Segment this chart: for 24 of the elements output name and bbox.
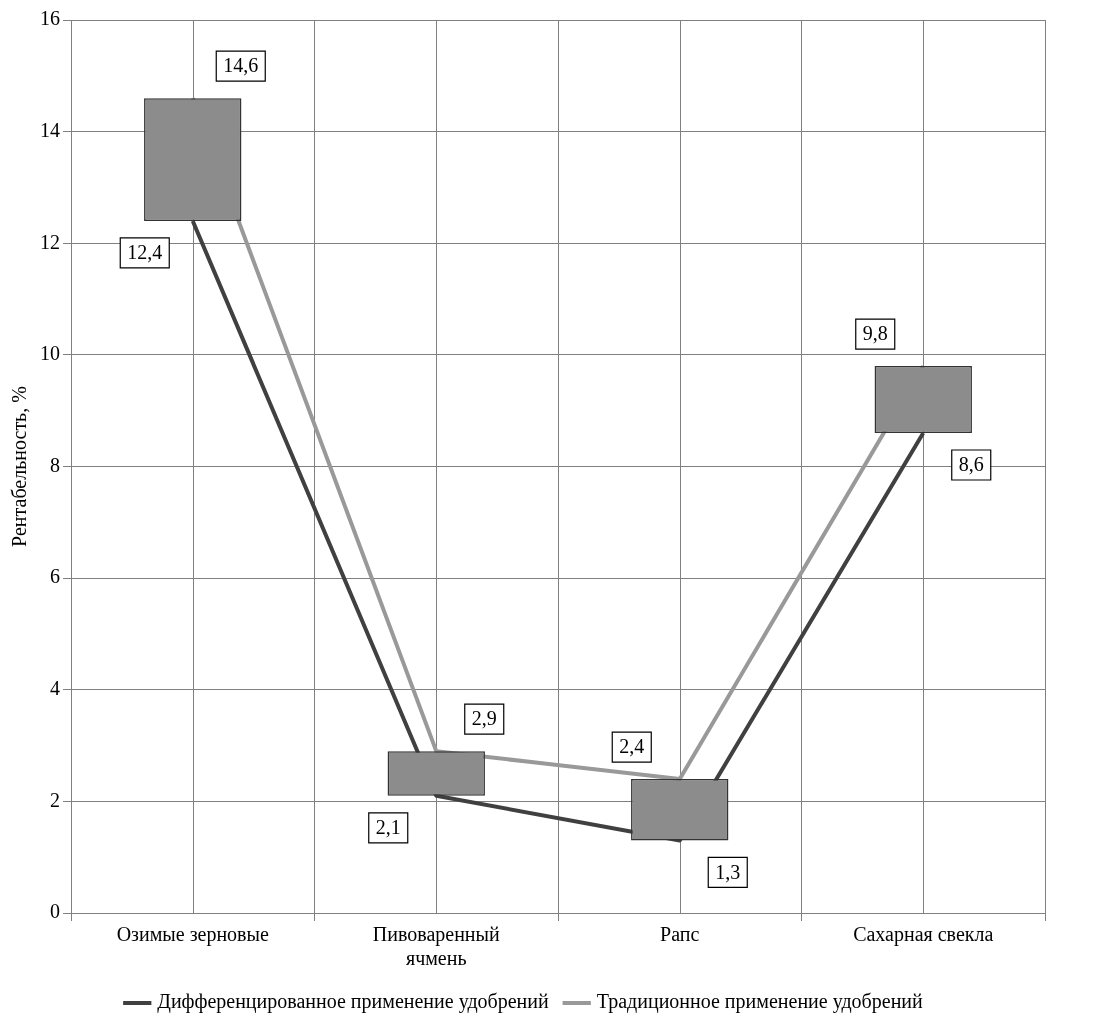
y-tick-label: 0	[50, 900, 60, 923]
data-label: 2,9	[471, 707, 497, 730]
y-tick-label: 14	[40, 118, 60, 141]
data-label: 2,4	[619, 735, 645, 758]
legend-label: Традиционное применение удобрений	[596, 990, 924, 1014]
data-label: 1,3	[715, 860, 741, 883]
y-tick-label: 6	[50, 565, 60, 588]
x-tick-label: Рапс	[660, 923, 700, 946]
data-label: 12,4	[127, 241, 163, 264]
x-tick-label: Озимые зерновые	[116, 923, 269, 947]
data-label: 2,1	[375, 816, 401, 839]
data-label: 9,8	[862, 322, 888, 345]
y-tick-label: 2	[50, 788, 60, 811]
data-label: 8,6	[958, 453, 984, 476]
x-tick-label: Пивоваренный ячмень	[372, 923, 501, 970]
y-tick-label: 16	[40, 7, 60, 30]
legend-label: Дифференцированное применение удобрений	[157, 990, 550, 1014]
data-label: 14,6	[223, 54, 259, 77]
y-tick-label: 4	[50, 677, 60, 699]
y-tick-label: 12	[40, 230, 60, 253]
x-tick-label: Сахарная свекла	[853, 923, 994, 947]
y-axis-title: Рентабельность, %	[8, 386, 31, 547]
y-tick-label: 8	[50, 453, 60, 476]
y-tick-label: 10	[40, 342, 60, 365]
